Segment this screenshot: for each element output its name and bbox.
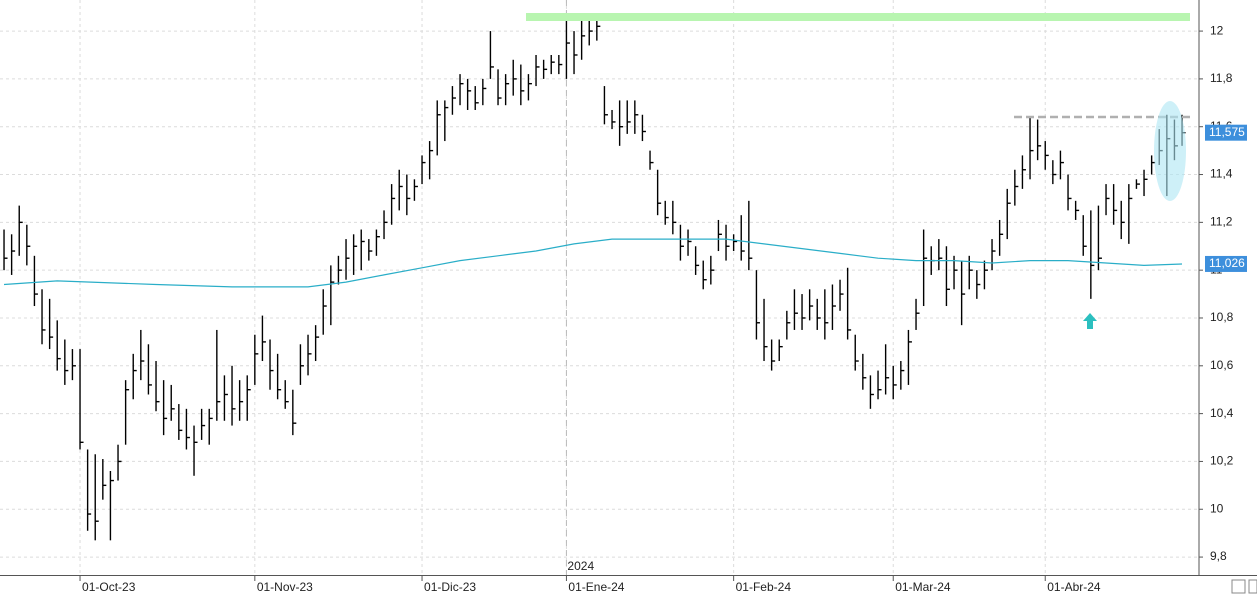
x-tick-label: 01-Nov-23: [257, 580, 313, 594]
resistance-band: [526, 13, 1190, 21]
marks: [3, 14, 1186, 541]
grid: [0, 0, 1198, 575]
price-tag-label: 11,575: [1209, 125, 1245, 139]
y-tick-label: 11,8: [1210, 71, 1233, 85]
x-tick-label: 01-Oct-23: [82, 580, 136, 594]
y-tick-label: 11,4: [1210, 167, 1233, 181]
highlight-ellipse: [1154, 101, 1186, 201]
year-label: 2024: [567, 559, 594, 573]
y-tick-label: 10,8: [1210, 310, 1234, 324]
y-tick-label: 9,8: [1210, 549, 1227, 563]
y-tick-label: 11,2: [1210, 215, 1233, 229]
scroll-button[interactable]: [1231, 579, 1246, 594]
y-tick-label: 10,6: [1210, 358, 1234, 372]
y-tick-label: 10,2: [1210, 454, 1234, 468]
y-tick-label: 12: [1210, 23, 1224, 37]
x-tick-label: 01-Ene-24: [568, 580, 624, 594]
moving-average: [3, 238, 1183, 288]
x-tick-label: 01-Dic-23: [424, 580, 476, 594]
x-tick-label: 01-Mar-24: [895, 580, 951, 594]
x-tick-label: 01-Abr-24: [1047, 580, 1101, 594]
price-tag: [1205, 255, 1247, 272]
x-tick-label: 01-Feb-24: [736, 580, 792, 594]
scroll-button[interactable]: [1248, 579, 1257, 594]
arrow-up: [1083, 313, 1097, 329]
labels: 9,81010,210,410,610,81111,211,411,611,81…: [79, 23, 1247, 594]
price-tag: [1205, 124, 1247, 141]
y-tick-label: 10: [1210, 501, 1224, 515]
y-tick-label: 10,4: [1210, 406, 1234, 420]
price-tag-label: 11,026: [1209, 256, 1245, 270]
